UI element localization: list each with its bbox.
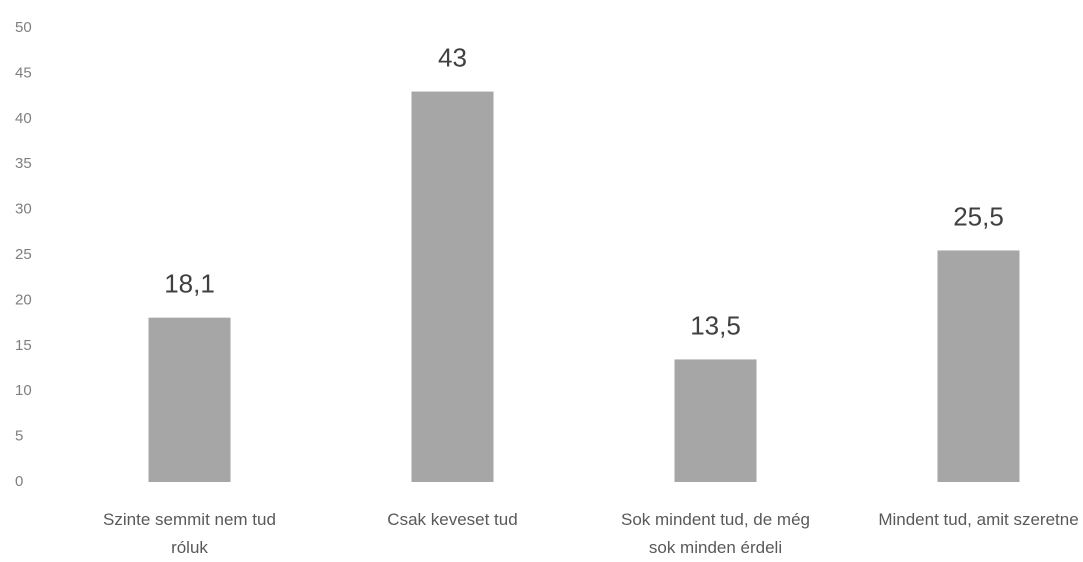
y-tick-label: 25 (15, 246, 32, 263)
y-tick-label: 30 (15, 201, 32, 218)
bar (937, 250, 1020, 482)
x-tick-label: Csak keveset tud (387, 510, 518, 529)
bar (148, 317, 231, 482)
y-tick-label: 5 (15, 428, 23, 445)
y-tick-label: 15 (15, 337, 32, 354)
bar (674, 359, 757, 482)
y-tick-label: 10 (15, 382, 32, 399)
x-tick-label: Szinte semmit nem tud róluk (103, 510, 276, 557)
y-tick-label: 40 (15, 110, 32, 127)
x-tick-label: Sok mindent tud, de még sok minden érdel… (620, 510, 810, 557)
value-label: 13,5 (690, 310, 741, 340)
y-tick-label: 0 (15, 473, 23, 490)
y-tick-label: 50 (15, 19, 32, 36)
value-label: 18,1 (164, 269, 215, 299)
bar (411, 91, 494, 482)
x-tick-label: Mindent tud, amit szeretne (878, 510, 1079, 529)
y-tick-label: 20 (15, 291, 32, 308)
y-tick-label: 35 (15, 155, 32, 172)
value-label: 43 (438, 42, 467, 72)
y-tick-label: 45 (15, 64, 32, 81)
value-label: 25,5 (953, 201, 1004, 231)
